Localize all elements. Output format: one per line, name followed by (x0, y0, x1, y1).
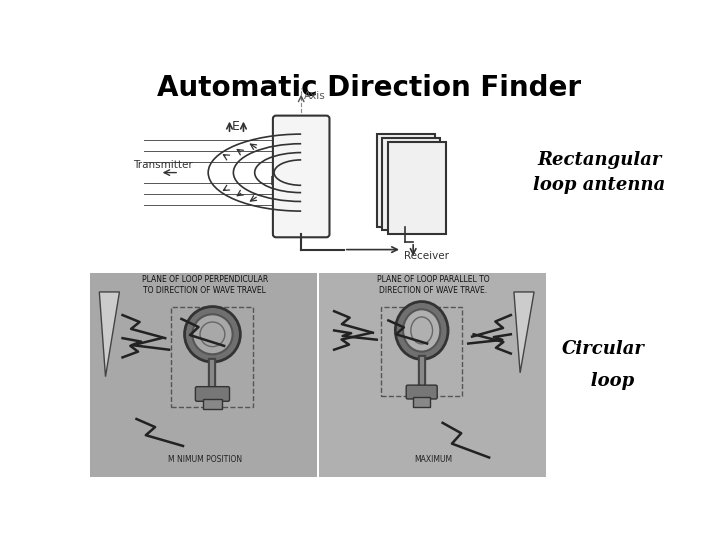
Bar (319, 273, 546, 477)
Ellipse shape (395, 301, 448, 359)
Bar (387, 142, 446, 234)
Bar (381, 307, 462, 396)
FancyBboxPatch shape (406, 385, 437, 399)
Bar (377, 134, 435, 226)
Text: Receiver: Receiver (404, 251, 449, 261)
Text: PLANE OF LOOP PARALLEL TO
DIRECTION OF WAVE TRAVE.: PLANE OF LOOP PARALLEL TO DIRECTION OF W… (377, 275, 490, 295)
Text: Automatic Direction Finder: Automatic Direction Finder (157, 74, 581, 102)
Text: Rectangular
loop antenna: Rectangular loop antenna (533, 151, 665, 194)
Text: Axis: Axis (304, 91, 325, 101)
Bar (382, 138, 441, 231)
Bar (203, 399, 222, 409)
Bar (171, 307, 253, 408)
Text: H: H (270, 176, 279, 188)
Ellipse shape (200, 322, 225, 347)
Text: MAXIMUM: MAXIMUM (414, 455, 452, 464)
Ellipse shape (184, 307, 240, 362)
Polygon shape (514, 292, 534, 373)
Ellipse shape (192, 314, 233, 354)
Text: Circular
   loop: Circular loop (562, 340, 644, 390)
Text: M NIMUM POSITION: M NIMUM POSITION (168, 455, 242, 464)
Ellipse shape (411, 317, 433, 344)
Polygon shape (99, 292, 120, 377)
Text: Transmitter: Transmitter (132, 160, 192, 170)
Text: E: E (232, 120, 240, 133)
FancyBboxPatch shape (195, 387, 230, 401)
Text: PLANE OF LOOP PERPENDICULAR
TO DIRECTION OF WAVE TRAVEL: PLANE OF LOOP PERPENDICULAR TO DIRECTION… (142, 275, 268, 295)
Bar (413, 397, 431, 407)
Bar (90, 273, 317, 477)
Ellipse shape (403, 309, 441, 352)
FancyBboxPatch shape (273, 116, 330, 237)
